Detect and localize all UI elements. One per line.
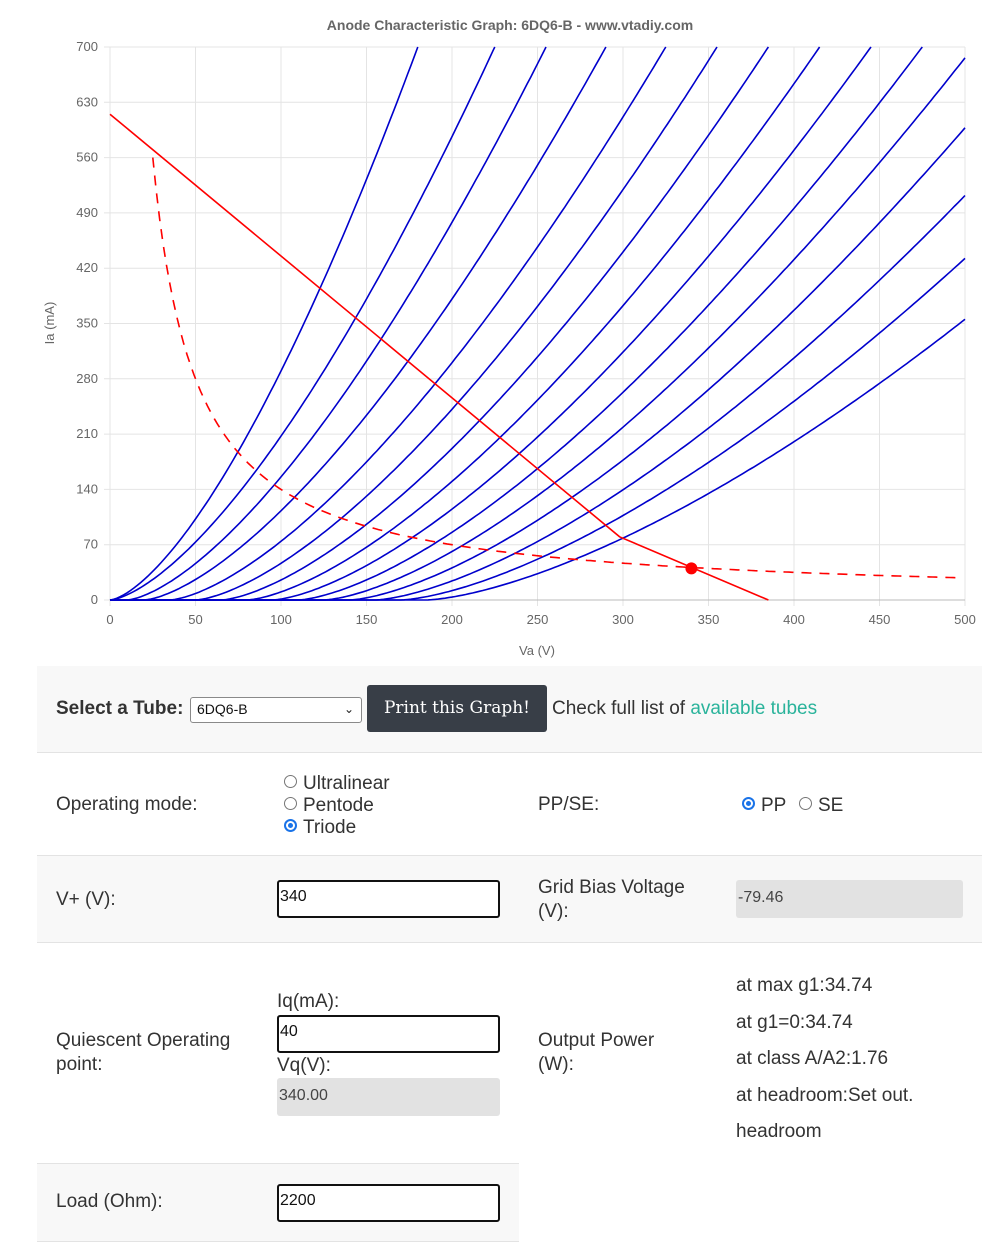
- tube-select-bar: Select a Tube: 6DQ6-B ⌄ Print this Graph…: [37, 666, 982, 752]
- vplus-label: V+ (V):: [56, 889, 116, 910]
- check-list-prefix: Check full list of: [552, 698, 686, 719]
- y-tick-label: 0: [91, 592, 98, 607]
- x-tick-label: 350: [698, 612, 720, 627]
- output-power-headroom-2: headroom: [736, 1121, 822, 1142]
- vplus-row: V+ (V): 340 Grid Bias Voltage (V): -79.4…: [37, 855, 982, 942]
- operating-mode-row: Operating mode: Ultralinear Pentode Trio…: [37, 752, 982, 855]
- x-axis-label: Va (V): [519, 643, 555, 658]
- chart-title: Anode Characteristic Graph: 6DQ6-B - www…: [327, 17, 693, 33]
- chart-axes: 0 50 100 150 200 250 300 350 400 450 500 0 70 140 210 2…: [76, 39, 976, 627]
- chevron-down-icon: ⌄: [343, 702, 354, 716]
- grid-bias-value: -79.46: [736, 880, 963, 918]
- tube-curve: [110, 46, 718, 601]
- y-tick-label: 70: [84, 537, 98, 552]
- y-tick-label: 420: [76, 260, 98, 275]
- y-tick-label: 560: [76, 150, 98, 165]
- vq-value: 340.00: [277, 1078, 500, 1116]
- y-tick-label: 280: [76, 371, 98, 386]
- output-power-max-g1: at max g1:34.74: [736, 975, 873, 996]
- check-list-text: Check full list of available tubes: [552, 697, 817, 721]
- mode-triode-label: Triode: [303, 817, 357, 838]
- load-and-dissipation: [109, 113, 964, 601]
- y-tick-label: 350: [76, 316, 98, 331]
- y-tick-label: 140: [76, 481, 98, 496]
- radio-selected-icon: [742, 797, 755, 811]
- iq-input[interactable]: 40: [277, 1015, 500, 1053]
- y-tick-label: 490: [76, 205, 98, 220]
- anode-characteristic-chart: Anode Characteristic Graph: 6DQ6-B - www…: [42, 17, 976, 658]
- x-tick-label: 400: [783, 612, 805, 627]
- print-graph-button[interactable]: Print this Graph!: [367, 685, 547, 732]
- x-tick-label: 450: [869, 612, 891, 627]
- ppse-pp-radio[interactable]: PP: [742, 795, 786, 817]
- ppse-se-radio[interactable]: SE: [799, 795, 843, 817]
- load-line: [109, 113, 769, 601]
- vq-label: Vq(V):: [277, 1055, 331, 1076]
- x-tick-label: 200: [441, 612, 463, 627]
- tube-curve: [110, 46, 667, 601]
- x-tick-label: 0: [106, 612, 113, 627]
- radio-icon: [284, 775, 297, 789]
- output-power-values: at max g1:34.74 at g1=0:34.74 at class A…: [736, 968, 913, 1151]
- radio-icon: [284, 797, 297, 811]
- x-tick-label: 100: [270, 612, 292, 627]
- tube-select[interactable]: 6DQ6-B ⌄: [190, 697, 362, 723]
- tube-curve: [110, 46, 547, 601]
- max-dissipation-curve: [152, 157, 964, 579]
- mode-pentode-label: Pentode: [303, 795, 374, 816]
- y-tick-label: 210: [76, 426, 98, 441]
- tube-curve: [110, 318, 966, 601]
- x-tick-label: 300: [612, 612, 634, 627]
- load-label: Load (Ohm):: [56, 1191, 163, 1212]
- ppse-label: PP/SE:: [538, 794, 600, 815]
- y-tick-label: 700: [76, 39, 98, 54]
- operating-mode-label: Operating mode:: [56, 794, 198, 815]
- load-input[interactable]: 2200: [277, 1184, 500, 1222]
- y-tick-label: 630: [76, 94, 98, 109]
- radio-icon: [799, 797, 812, 811]
- vplus-input[interactable]: 340: [277, 880, 500, 918]
- quiescent-row: Quiescent Operating point: Iq(mA): 40 Vq…: [37, 942, 982, 1163]
- mode-ultralinear-radio[interactable]: Ultralinear: [284, 773, 390, 795]
- output-power-g1-zero: at g1=0:34.74: [736, 1011, 853, 1033]
- tube-curves: [109, 46, 966, 601]
- load-row: Load (Ohm): 2200: [37, 1163, 519, 1241]
- mode-ultralinear-label: Ultralinear: [303, 773, 390, 794]
- output-power-label: Output Power (W):: [538, 1030, 655, 1075]
- grid-bias-label: Grid Bias Voltage (V):: [538, 877, 685, 922]
- x-tick-label: 500: [954, 612, 976, 627]
- select-tube-label: Select a Tube:: [56, 698, 184, 719]
- quiescent-label: Quiescent Operating point:: [56, 1030, 231, 1075]
- iq-label: Iq(mA):: [277, 991, 340, 1012]
- x-tick-label: 150: [356, 612, 378, 627]
- ppse-se-label: SE: [818, 795, 844, 816]
- x-tick-label: 50: [188, 612, 202, 627]
- output-power-class-a: at class A/A2:1.76: [736, 1048, 889, 1069]
- tube-curve: [109, 46, 496, 601]
- available-tubes-link[interactable]: available tubes: [690, 698, 818, 719]
- radio-selected-icon: [284, 819, 297, 833]
- operating-point-marker: [685, 562, 698, 575]
- output-power-headroom: at headroom:Set out.: [736, 1084, 914, 1106]
- y-axis-label: Ia (mA): [42, 302, 57, 345]
- tube-curve: [109, 46, 419, 601]
- x-tick-label: 250: [527, 612, 549, 627]
- ppse-pp-label: PP: [761, 795, 787, 816]
- tube-curve: [110, 46, 607, 601]
- mode-pentode-radio[interactable]: Pentode: [284, 795, 374, 817]
- tube-select-value: 6DQ6-B: [197, 701, 248, 717]
- mode-triode-radio[interactable]: Triode: [284, 817, 356, 839]
